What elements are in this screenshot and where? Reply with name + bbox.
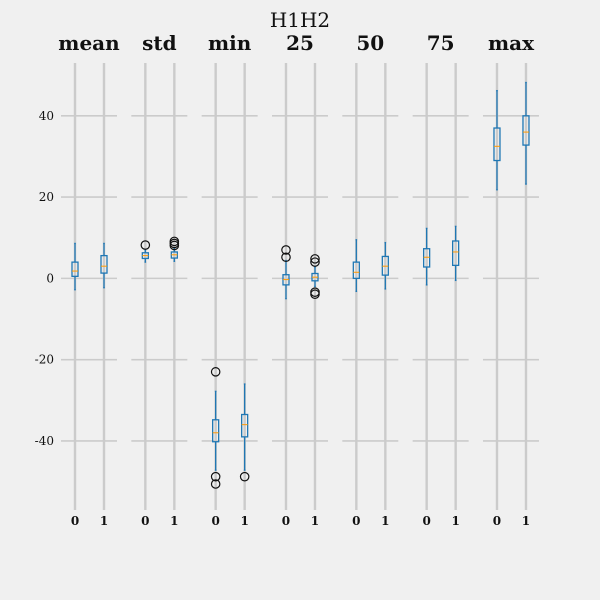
panel-title-mean: mean [58,31,120,55]
box [522,115,530,146]
panel-title-std: std [142,31,176,55]
y-tick-label: -40 [35,434,54,448]
x-tick-label: 1 [522,514,530,528]
box [71,261,79,277]
x-tick-label: 0 [71,514,79,528]
outlier-point [140,240,151,250]
x-tick-label: 0 [211,514,219,528]
outlier-point [310,254,320,264]
box [100,254,108,274]
panel-title-75: 75 [427,31,455,55]
outlier-point [281,252,291,263]
x-tick-label: 0 [352,514,360,528]
panel-title-50: 50 [356,31,384,55]
y-tick-label: 0 [46,271,54,285]
y-tick-label: -20 [35,353,54,367]
y-tick-label: 40 [39,109,54,123]
panel-title-max: max [488,31,535,55]
outlier-point [239,471,250,482]
box [212,419,220,443]
box [451,240,460,267]
panel-title-min: min [208,31,252,55]
x-tick-label: 0 [493,514,501,528]
panel-title-25: 25 [286,31,314,55]
outlier-point [210,471,221,482]
outlier-point [281,245,291,255]
x-tick-label: 1 [170,514,178,528]
x-tick-label: 1 [240,514,248,528]
outlier-point [169,236,180,247]
x-tick-label: 0 [282,514,290,528]
box [241,413,249,438]
outlier-point [310,257,320,267]
box [422,248,431,268]
outlier-point [210,479,221,489]
y-tick-label: 20 [39,190,54,204]
box [352,261,360,280]
x-tick-label: 1 [451,514,459,528]
x-tick-label: 1 [311,514,319,528]
outlier-point [210,367,221,377]
outlier-point [310,289,320,300]
x-tick-label: 1 [100,514,108,528]
x-tick-label: 0 [141,514,149,528]
x-tick-label: 0 [422,514,430,528]
chart-title: H1H2 [269,8,331,32]
x-tick-label: 1 [381,514,389,528]
box [493,127,501,162]
